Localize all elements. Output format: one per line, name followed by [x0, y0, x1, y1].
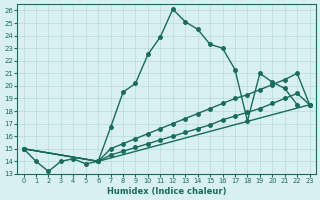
X-axis label: Humidex (Indice chaleur): Humidex (Indice chaleur)	[107, 187, 226, 196]
